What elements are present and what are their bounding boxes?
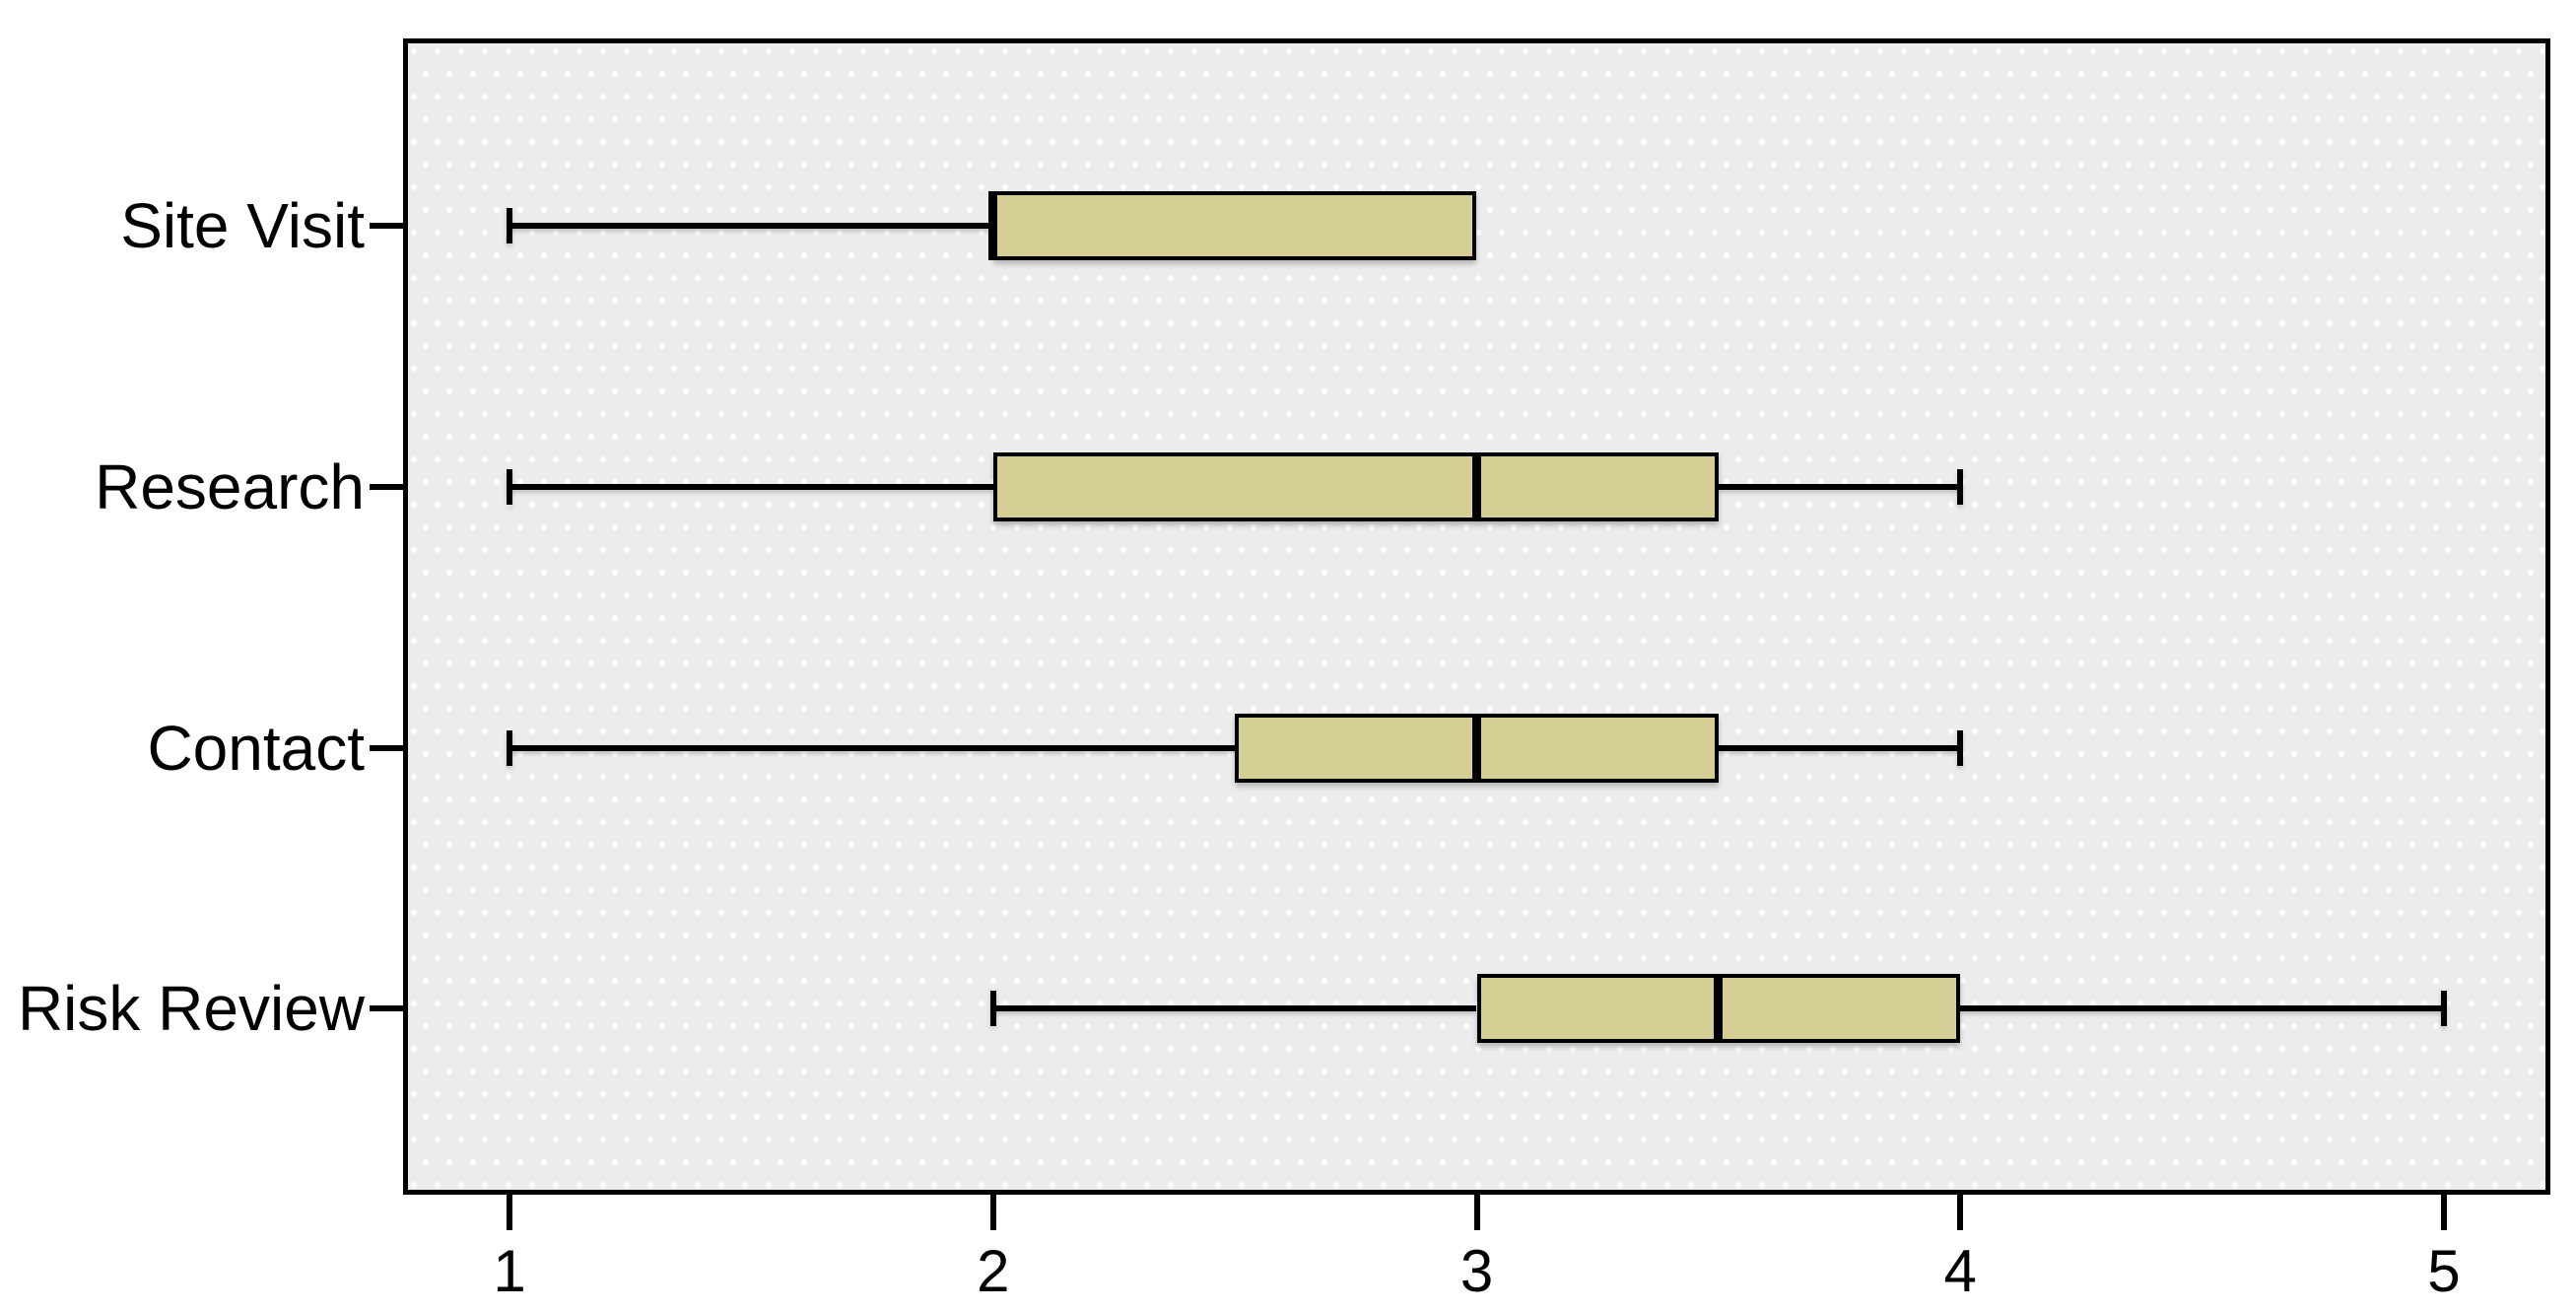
category-label: Research <box>95 451 365 522</box>
x-tick-label: 5 <box>2427 1238 2461 1304</box>
category-label: Contact <box>147 713 365 784</box>
y-tick-mark <box>370 1005 405 1011</box>
whisker-line-low <box>992 1005 1477 1011</box>
whisker-cap-min <box>989 991 996 1026</box>
box-iqr <box>992 452 1719 521</box>
median-line <box>1472 452 1481 521</box>
category-label: Site Visit <box>120 190 365 261</box>
x-tick-mark <box>507 1195 513 1230</box>
whisker-cap-min <box>507 469 513 505</box>
whisker-line-low <box>509 484 993 490</box>
plot-area <box>403 38 2550 1195</box>
whisker-line-low <box>509 745 1236 751</box>
whisker-cap-min <box>507 208 513 243</box>
whisker-line-low <box>509 223 993 229</box>
whisker-line-high <box>1960 1005 2444 1011</box>
whisker-cap-max <box>2440 991 2447 1026</box>
whisker-line-high <box>1718 484 1961 490</box>
median-line <box>1472 714 1481 783</box>
x-tick-mark <box>1473 1195 1480 1230</box>
y-tick-mark <box>370 223 405 229</box>
median-line <box>988 191 998 260</box>
whisker-line-high <box>1718 745 1961 751</box>
x-tick-mark <box>1957 1195 1964 1230</box>
whisker-cap-max <box>1957 469 1964 505</box>
whisker-cap-min <box>507 730 513 766</box>
y-tick-mark <box>370 745 405 751</box>
whisker-cap-max <box>1957 730 1964 766</box>
median-line <box>1714 974 1724 1043</box>
x-tick-label: 2 <box>977 1238 1010 1304</box>
x-tick-label: 3 <box>1459 1238 1494 1304</box>
x-tick-mark <box>989 1195 996 1230</box>
category-label: Risk Review <box>17 973 365 1044</box>
y-tick-mark <box>370 484 405 490</box>
x-tick-label: 1 <box>493 1238 526 1304</box>
x-tick-label: 4 <box>1943 1238 1977 1304</box>
box-iqr <box>992 191 1477 260</box>
x-tick-mark <box>2440 1195 2447 1230</box>
